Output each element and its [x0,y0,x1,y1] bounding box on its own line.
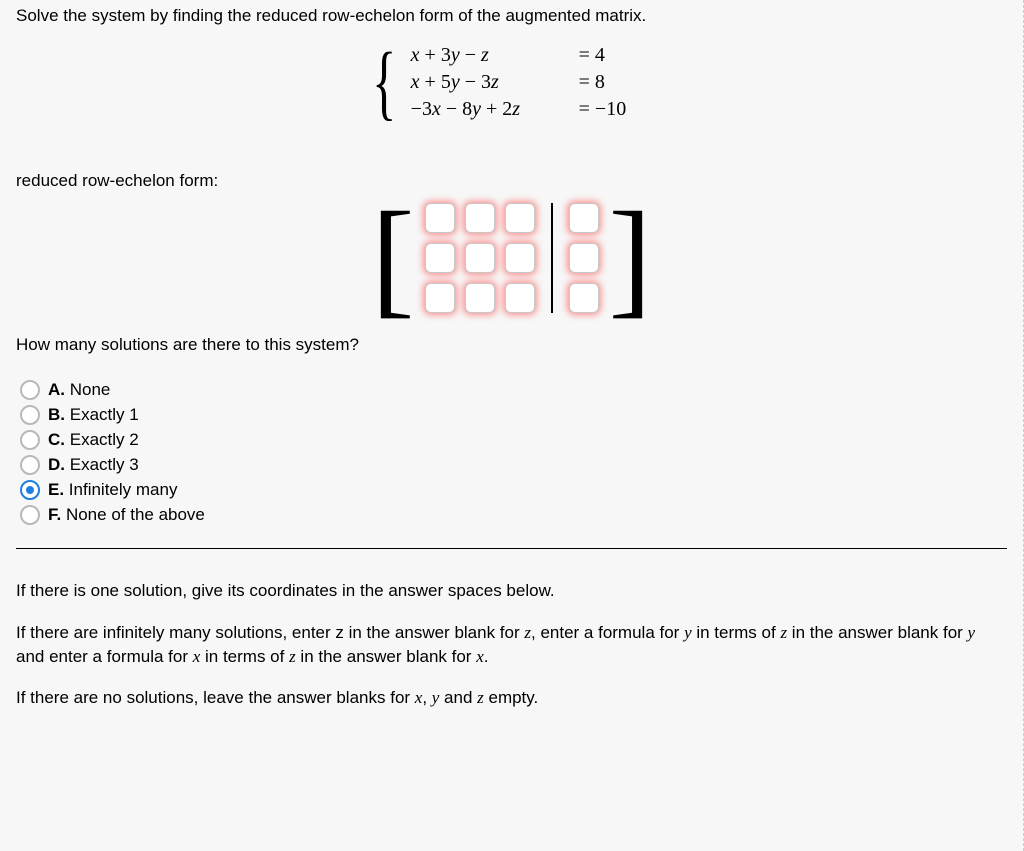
matrix-cell-r0c1[interactable] [465,203,495,233]
matrix-cell-r2a0[interactable] [569,283,599,313]
math-variable: z [524,623,531,642]
matrix-cell-r0c0[interactable] [425,203,455,233]
problem-prompt: Solve the system by finding the reduced … [16,6,1007,26]
eq-lhs: x + 3y − z [411,44,571,67]
left-bracket-icon: [ [371,208,414,308]
option-row[interactable]: C. Exactly 2 [20,429,1007,451]
radio-button[interactable] [20,380,40,400]
matrix-cell-r1a0[interactable] [569,243,599,273]
options-group: A. None B. Exactly 1 C. Exactly 2 D. Exactl… [20,379,1007,526]
option-label: D. Exactly 3 [48,455,139,475]
solutions-question: How many solutions are there to this sys… [16,335,1007,355]
math-variable: z [780,623,787,642]
option-label: C. Exactly 2 [48,430,139,450]
math-variable: z [289,647,296,666]
equation-row: x + 5y − 3z = 8 [411,71,659,94]
instruction-line: If there are no solutions, leave the ans… [16,686,1007,710]
instruction-line: If there is one solution, give its coord… [16,579,1007,603]
matrix-cell-r1c1[interactable] [465,243,495,273]
option-row[interactable]: D. Exactly 3 [20,454,1007,476]
right-bracket-icon: ] [609,208,652,308]
augmented-matrix: [ ] [16,201,1007,315]
radio-button[interactable] [20,505,40,525]
eq-rhs: = 8 [571,71,659,94]
augment-divider [551,203,553,313]
eq-lhs: −3x − 8y + 2z [411,98,571,121]
eq-rhs: = −10 [571,98,659,121]
option-row[interactable]: F. None of the above [20,504,1007,526]
matrix-cell-r2c0[interactable] [425,283,455,313]
instructions-block: If there is one solution, give its coord… [16,579,1007,710]
eq-lhs: x + 5y − 3z [411,71,571,94]
math-variable: y [684,623,692,642]
equation-system: { x + 3y − z = 4 x + 5y − 3z = 8 −3x − 8… [16,44,1007,121]
radio-button[interactable] [20,455,40,475]
math-variable: y [968,623,976,642]
eq-rhs: = 4 [571,44,659,67]
math-variable: y [432,688,440,707]
radio-button[interactable] [20,405,40,425]
option-label: E. Infinitely many [48,480,177,500]
math-variable: x [476,647,484,666]
radio-button[interactable] [20,480,40,500]
option-row[interactable]: B. Exactly 1 [20,404,1007,426]
option-label: B. Exactly 1 [48,405,139,425]
matrix-cell-r2c1[interactable] [465,283,495,313]
radio-button[interactable] [20,430,40,450]
divider [16,548,1007,549]
option-row[interactable]: E. Infinitely many [20,479,1007,501]
matrix-cell-r1c2[interactable] [505,243,535,273]
matrix-cell-r0c2[interactable] [505,203,535,233]
matrix-cell-r2c2[interactable] [505,283,535,313]
option-row[interactable]: A. None [20,379,1007,401]
matrix-cell-r1c0[interactable] [425,243,455,273]
equation-row: −3x − 8y + 2z = −10 [411,98,659,121]
math-variable: z [477,688,484,707]
option-label: A. None [48,380,110,400]
matrix-cell-r0a0[interactable] [569,203,599,233]
math-variable: x [415,688,423,707]
rref-label: reduced row-echelon form: [16,171,1007,191]
option-label: F. None of the above [48,505,205,525]
equation-row: x + 3y − z = 4 [411,44,659,67]
left-brace: { [372,48,396,118]
math-variable: x [193,647,201,666]
instruction-line: If there are infinitely many solutions, … [16,621,1007,669]
